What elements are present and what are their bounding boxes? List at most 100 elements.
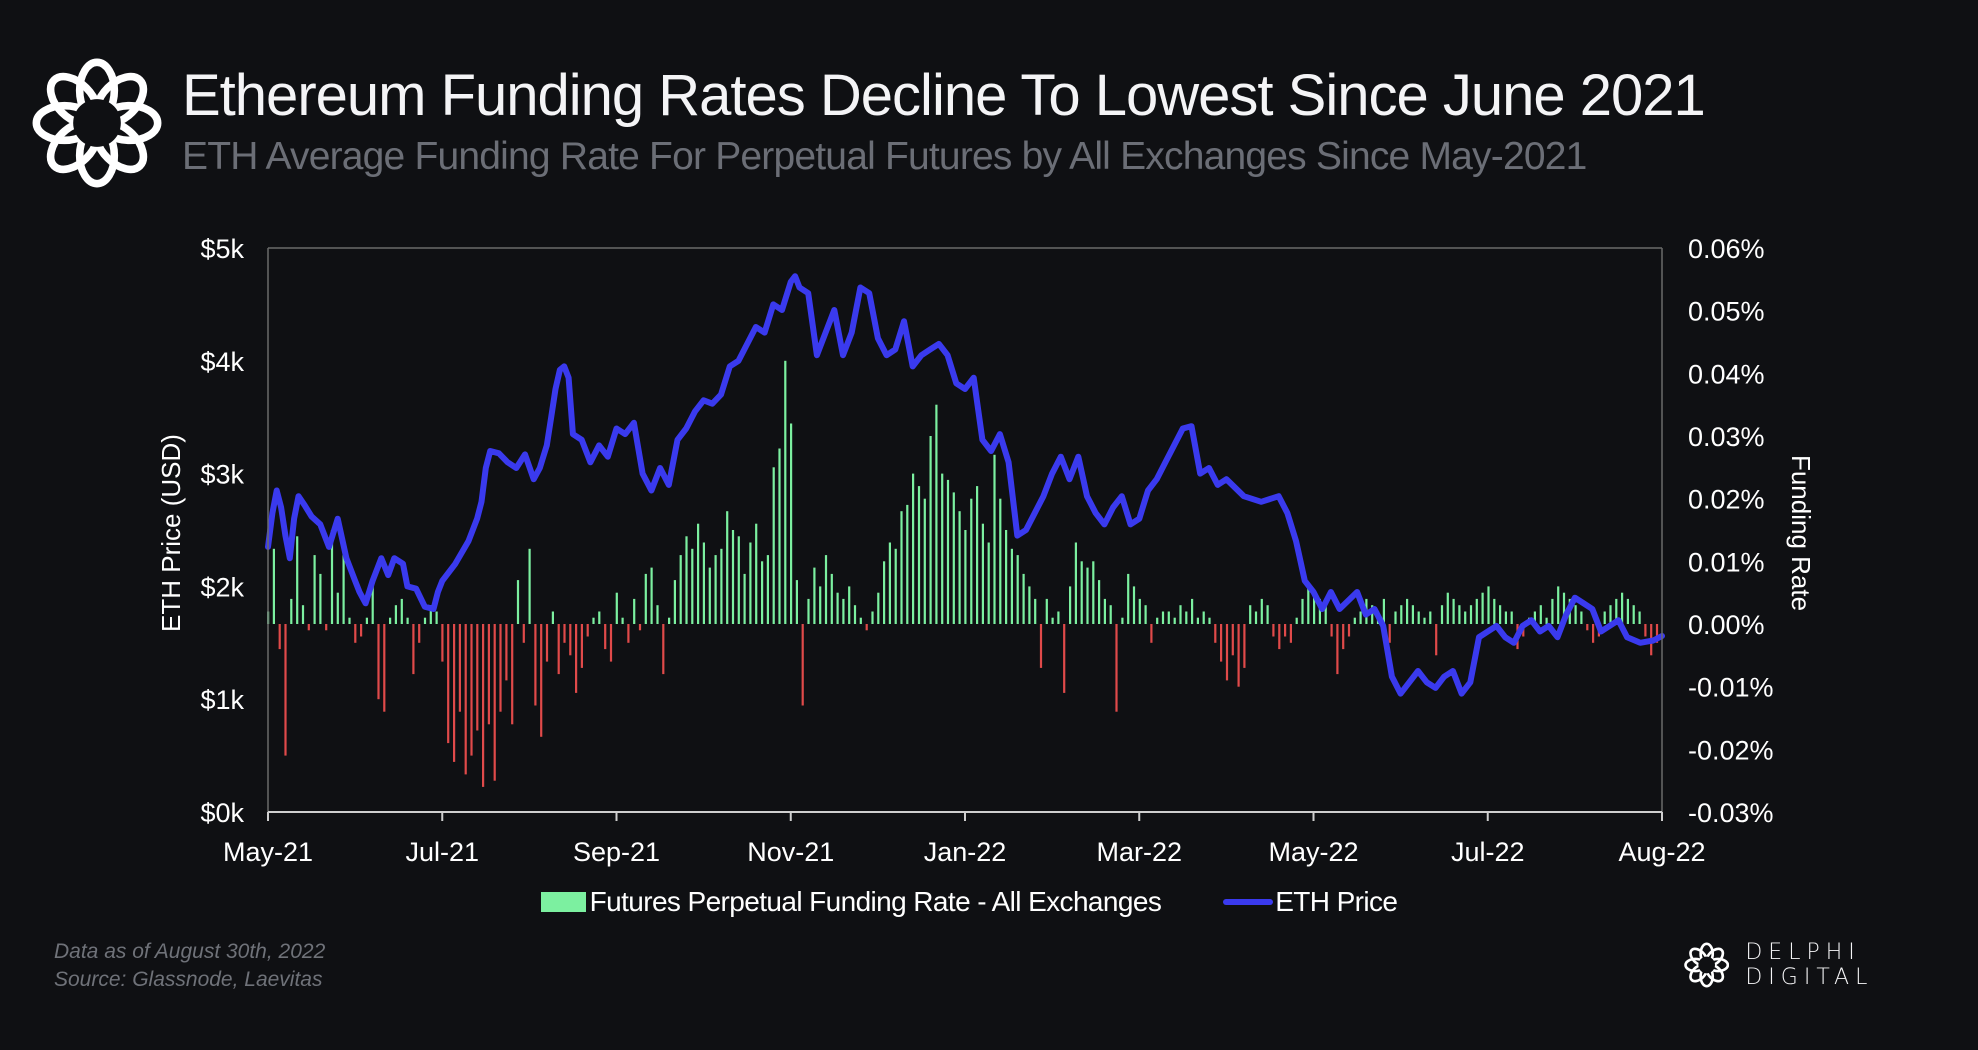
- funding-bar: [365, 617, 368, 624]
- delphi-logo-icon: [32, 58, 162, 188]
- funding-bar: [1254, 611, 1258, 624]
- funding-bar: [1580, 611, 1583, 624]
- legend-swatch-price: [1223, 899, 1274, 905]
- funding-bar: [1347, 624, 1351, 637]
- funding-bar: [1167, 611, 1170, 624]
- funding-bar: [807, 598, 810, 624]
- funding-bar: [662, 624, 665, 675]
- funding-bar: [1069, 586, 1072, 624]
- funding-bar: [1313, 592, 1316, 624]
- funding-bar: [1173, 617, 1176, 624]
- funding-bar: [522, 624, 525, 643]
- funding-bar: [1179, 605, 1182, 624]
- funding-bar: [795, 580, 798, 624]
- funding-bar: [1481, 592, 1484, 624]
- funding-bar: [360, 624, 363, 637]
- legend-item-funding: Futures Perpetual Funding Rate - All Exc…: [540, 886, 1162, 918]
- funding-bar: [1051, 617, 1054, 624]
- funding-bar: [545, 624, 549, 662]
- funding-bar: [487, 624, 490, 725]
- funding-bar: [830, 573, 833, 624]
- funding-bar: [516, 580, 520, 624]
- funding-bar: [429, 605, 432, 624]
- funding-bar: [1423, 617, 1426, 624]
- funding-bar: [499, 624, 502, 712]
- y-tick-label: $2k: [200, 572, 244, 602]
- y2-tick-label: 0.01%: [1688, 547, 1765, 577]
- y2-tick-label: 0.05%: [1688, 297, 1765, 327]
- funding-bar: [423, 617, 427, 624]
- funding-bar: [284, 624, 287, 756]
- funding-bar: [1156, 617, 1159, 624]
- funding-bar: [464, 624, 467, 775]
- funding-bar: [1284, 624, 1287, 637]
- funding-bar: [557, 624, 560, 675]
- x-tick-label: Jul-21: [405, 837, 479, 867]
- funding-bar: [1359, 611, 1362, 624]
- funding-bar: [1330, 624, 1333, 637]
- funding-bar: [1220, 624, 1223, 662]
- funding-bar: [1609, 605, 1612, 624]
- funding-bar: [1592, 624, 1595, 643]
- y-tick-label: $1k: [200, 685, 244, 715]
- y-axis-left-ticks: $0k $1k $2k $3k $4k $5k: [200, 234, 244, 828]
- funding-bar: [406, 617, 409, 624]
- funding-bar: [650, 567, 653, 624]
- y2-tick-label: 0.00%: [1688, 610, 1765, 640]
- funding-bar: [853, 605, 857, 624]
- funding-bar: [888, 542, 891, 624]
- funding-bar: [272, 548, 275, 624]
- funding-bar: [609, 624, 613, 662]
- funding-bar: [1411, 605, 1414, 624]
- funding-bar: [1243, 624, 1246, 668]
- funding-bar: [1533, 611, 1536, 624]
- funding-bar: [1295, 617, 1298, 624]
- funding-bar: [1074, 542, 1077, 624]
- funding-bar: [418, 624, 421, 643]
- x-tick-label: Aug-22: [1618, 837, 1705, 867]
- footnote: Data as of August 30th, 2022 Source: Gla…: [54, 938, 325, 994]
- funding-bar: [1202, 611, 1205, 624]
- funding-bar: [801, 624, 804, 706]
- funding-bar: [964, 530, 967, 624]
- funding-bar: [1098, 580, 1101, 624]
- funding-bar: [633, 598, 636, 624]
- funding-bar: [946, 479, 950, 624]
- funding-bar: [1493, 598, 1496, 624]
- funding-bar: [1626, 598, 1629, 624]
- funding-bar: [981, 523, 984, 624]
- funding-bar: [575, 624, 578, 693]
- x-tick-label: May-22: [1268, 837, 1358, 867]
- funding-bar: [848, 586, 851, 624]
- funding-bar: [342, 548, 345, 624]
- funding-bar: [871, 611, 874, 624]
- y2-tick-label: -0.03%: [1688, 798, 1774, 828]
- funding-bar: [290, 598, 293, 624]
- funding-bar: [493, 624, 496, 781]
- y2-tick-label: -0.02%: [1688, 735, 1774, 765]
- funding-bar: [1557, 586, 1560, 624]
- legend-swatch-funding: [540, 892, 586, 912]
- y-tick-label: $0k: [200, 798, 244, 828]
- funding-bar: [935, 404, 938, 624]
- funding-bar: [1458, 605, 1461, 624]
- funding-bar: [1208, 617, 1211, 624]
- y-axis-right-title: Funding Rate: [1786, 455, 1816, 611]
- funding-bar: [301, 605, 305, 624]
- funding-bar: [278, 624, 281, 650]
- funding-bar: [1586, 624, 1589, 631]
- funding-bar: [970, 498, 973, 624]
- funding-bar: [749, 542, 752, 624]
- funding-bar: [511, 624, 514, 725]
- y2-tick-label: 0.02%: [1688, 485, 1765, 515]
- funding-bar: [505, 624, 508, 681]
- funding-bar: [912, 473, 915, 624]
- funding-bar: [958, 511, 961, 624]
- funding-bar: [330, 530, 334, 624]
- funding-bar: [1028, 586, 1031, 624]
- funding-bar: [383, 624, 386, 712]
- brand-name: DELPHI DIGITAL: [1745, 940, 1874, 990]
- funding-bar: [836, 592, 839, 624]
- funding-bar: [394, 605, 397, 624]
- funding-bar: [1574, 605, 1577, 624]
